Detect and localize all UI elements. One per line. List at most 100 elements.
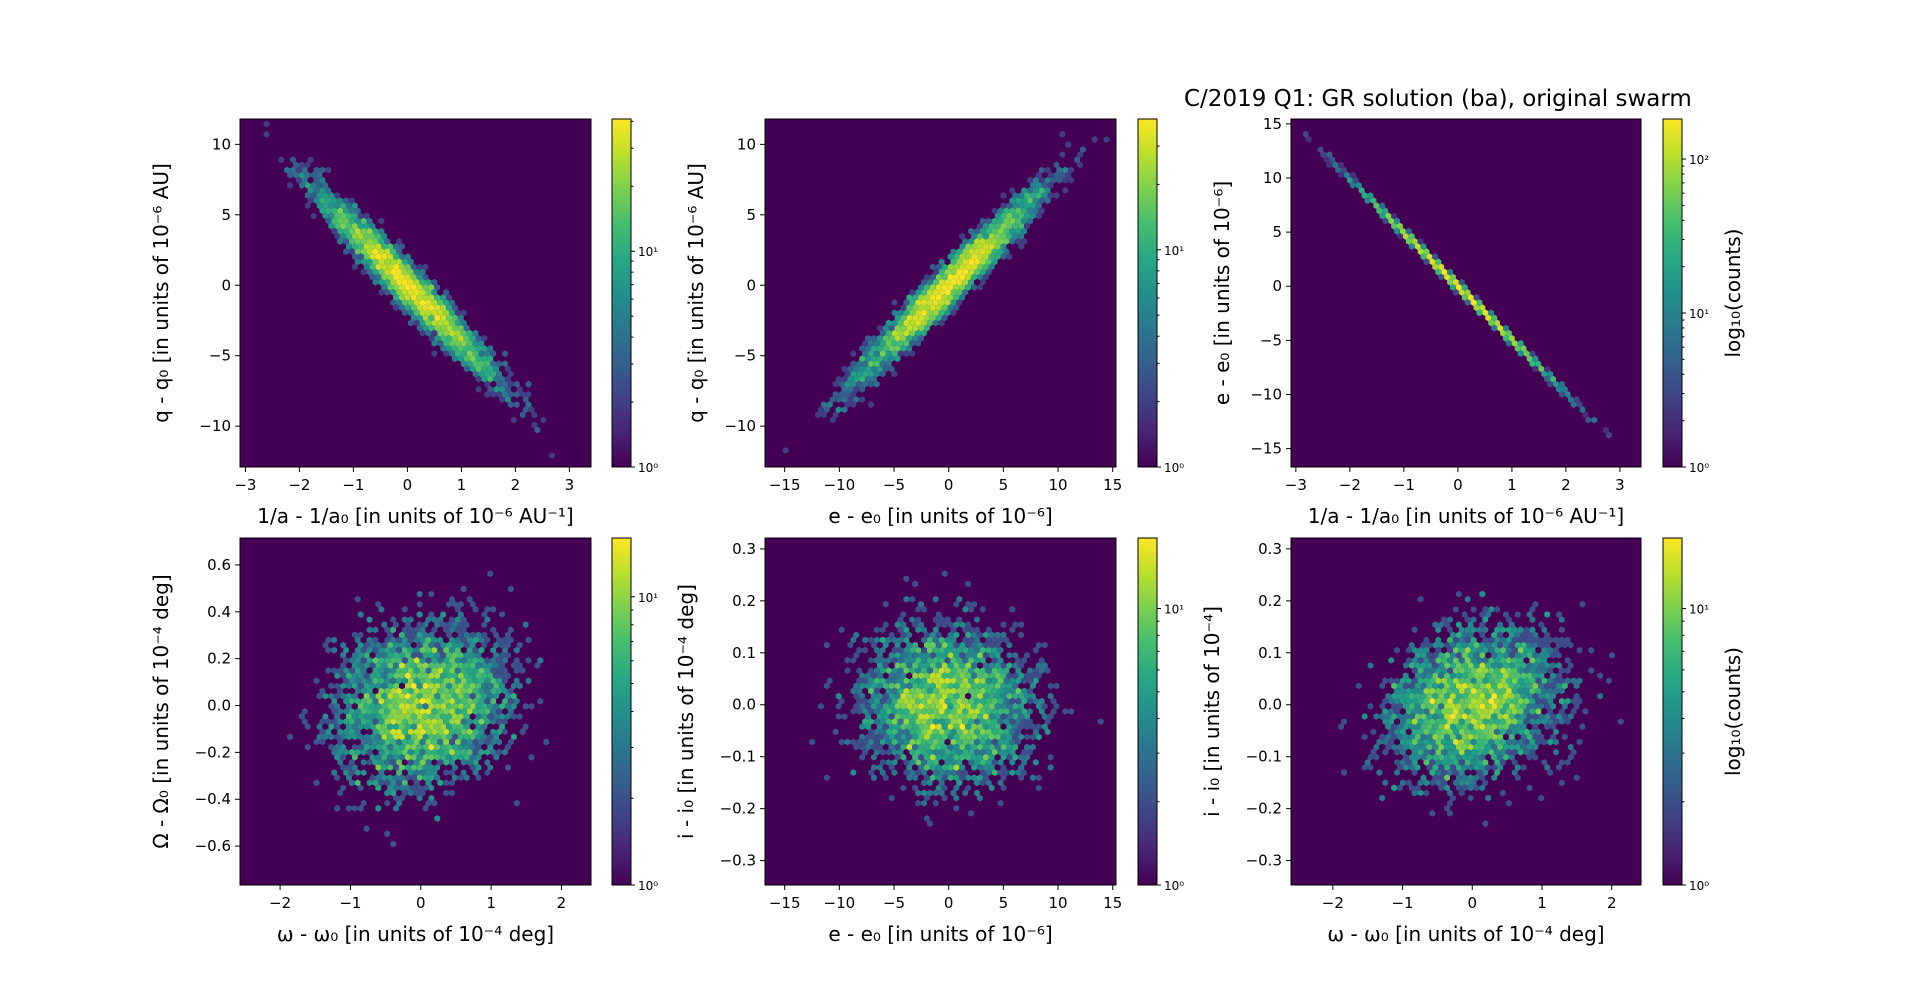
hex-bin (985, 217, 992, 225)
hex-bin (885, 708, 892, 715)
hex-bin (1435, 667, 1442, 674)
hex-bin (351, 804, 358, 812)
hex-bin (346, 723, 352, 731)
hex-bin (935, 753, 942, 761)
hex-bin (841, 396, 848, 403)
hex-bin (909, 289, 916, 296)
hex-bin (1074, 677, 1081, 685)
hex-bin (516, 682, 523, 690)
hex-bin (926, 616, 933, 623)
colorbar-tick-label: 10¹ (638, 591, 658, 605)
hex-bin (879, 677, 886, 685)
hex-bin (971, 784, 977, 792)
hex-bin (968, 769, 975, 776)
hex-bin (410, 273, 417, 281)
hex-bin (443, 748, 450, 756)
hex-bin (879, 769, 886, 776)
hex-bin (343, 248, 349, 255)
hex-bin (941, 641, 948, 649)
hex-bin (1047, 753, 1054, 761)
hex-bin (1000, 600, 1007, 608)
hex-bin (956, 268, 963, 276)
hex-bin (974, 769, 980, 776)
hex-bin (1018, 651, 1025, 659)
hex-bin (343, 697, 349, 705)
hex-bin (932, 309, 939, 317)
hex-bin (1470, 759, 1477, 766)
hex-bin (956, 748, 963, 756)
hex-bin (1503, 672, 1509, 680)
hex-bin (425, 268, 432, 276)
hex-bin (340, 672, 346, 680)
hex-bin (1411, 626, 1418, 634)
hex-bin (496, 738, 503, 746)
hex-bin (924, 324, 930, 332)
hex-bin (1062, 708, 1069, 715)
hex-bin (1558, 718, 1565, 725)
hex-bin (888, 355, 895, 363)
hex-bin (1553, 687, 1559, 695)
hex-bin (826, 708, 833, 715)
hex-bin (1479, 662, 1486, 669)
hex-bin (469, 713, 476, 720)
hex-bin (416, 611, 423, 618)
hex-bin (962, 677, 969, 685)
hex-bin (357, 733, 364, 741)
hex-bin (1561, 396, 1568, 403)
hex-bin (932, 657, 939, 664)
hex-bin (1015, 667, 1022, 674)
hex-bin (977, 263, 983, 271)
hex-bin (322, 794, 329, 802)
hex-bin (1018, 641, 1025, 649)
hex-bin (1458, 748, 1465, 756)
hex-bin (982, 641, 989, 649)
hex-bin (502, 606, 508, 613)
hex-bin (1497, 764, 1503, 771)
hex-bin (460, 687, 467, 695)
hex-bin (1438, 621, 1445, 629)
hex-bin (425, 606, 432, 613)
hex-bin (1411, 708, 1418, 715)
hex-bin (419, 697, 426, 705)
hex-bin (1071, 713, 1078, 720)
hex-bin (1047, 212, 1054, 220)
hex-bin (1021, 718, 1028, 725)
hex-bin (381, 743, 388, 751)
hex-bin (1520, 733, 1527, 741)
hex-bin (240, 100, 246, 107)
hex-bin (396, 738, 402, 746)
hex-bin (1429, 667, 1436, 674)
hex-bin (1461, 294, 1468, 301)
hex-bin (437, 779, 444, 787)
hex-bin (1417, 595, 1424, 603)
hex-bin (944, 575, 951, 583)
hex-bin (413, 759, 420, 766)
hex-bin (888, 672, 895, 680)
hex-bin (1591, 416, 1598, 424)
hex-bin (962, 687, 969, 695)
hex-bin (478, 350, 485, 357)
hex-bin (865, 365, 871, 373)
hex-bin (555, 452, 561, 459)
hex-bin (1520, 764, 1527, 771)
hex-bin (894, 651, 901, 659)
hex-bin (1511, 657, 1518, 664)
hex-bin (466, 360, 473, 368)
hex-bin (1130, 734, 1136, 741)
hex-bin (915, 616, 922, 623)
hex-bin (354, 248, 361, 255)
hex-bin (912, 304, 919, 312)
hex-bin (369, 621, 376, 629)
hex-bin (387, 273, 394, 281)
hex-bin (396, 830, 402, 838)
hex-bin (399, 263, 405, 271)
hex-bin (823, 631, 830, 639)
hex-bin (552, 631, 558, 639)
hex-bin (413, 636, 420, 644)
hex-bin (959, 764, 966, 771)
hex-bin (437, 657, 444, 664)
hex-bin (918, 600, 924, 608)
hex-bin (950, 268, 957, 276)
hex-bin (375, 713, 382, 720)
hex-bin (847, 702, 854, 710)
